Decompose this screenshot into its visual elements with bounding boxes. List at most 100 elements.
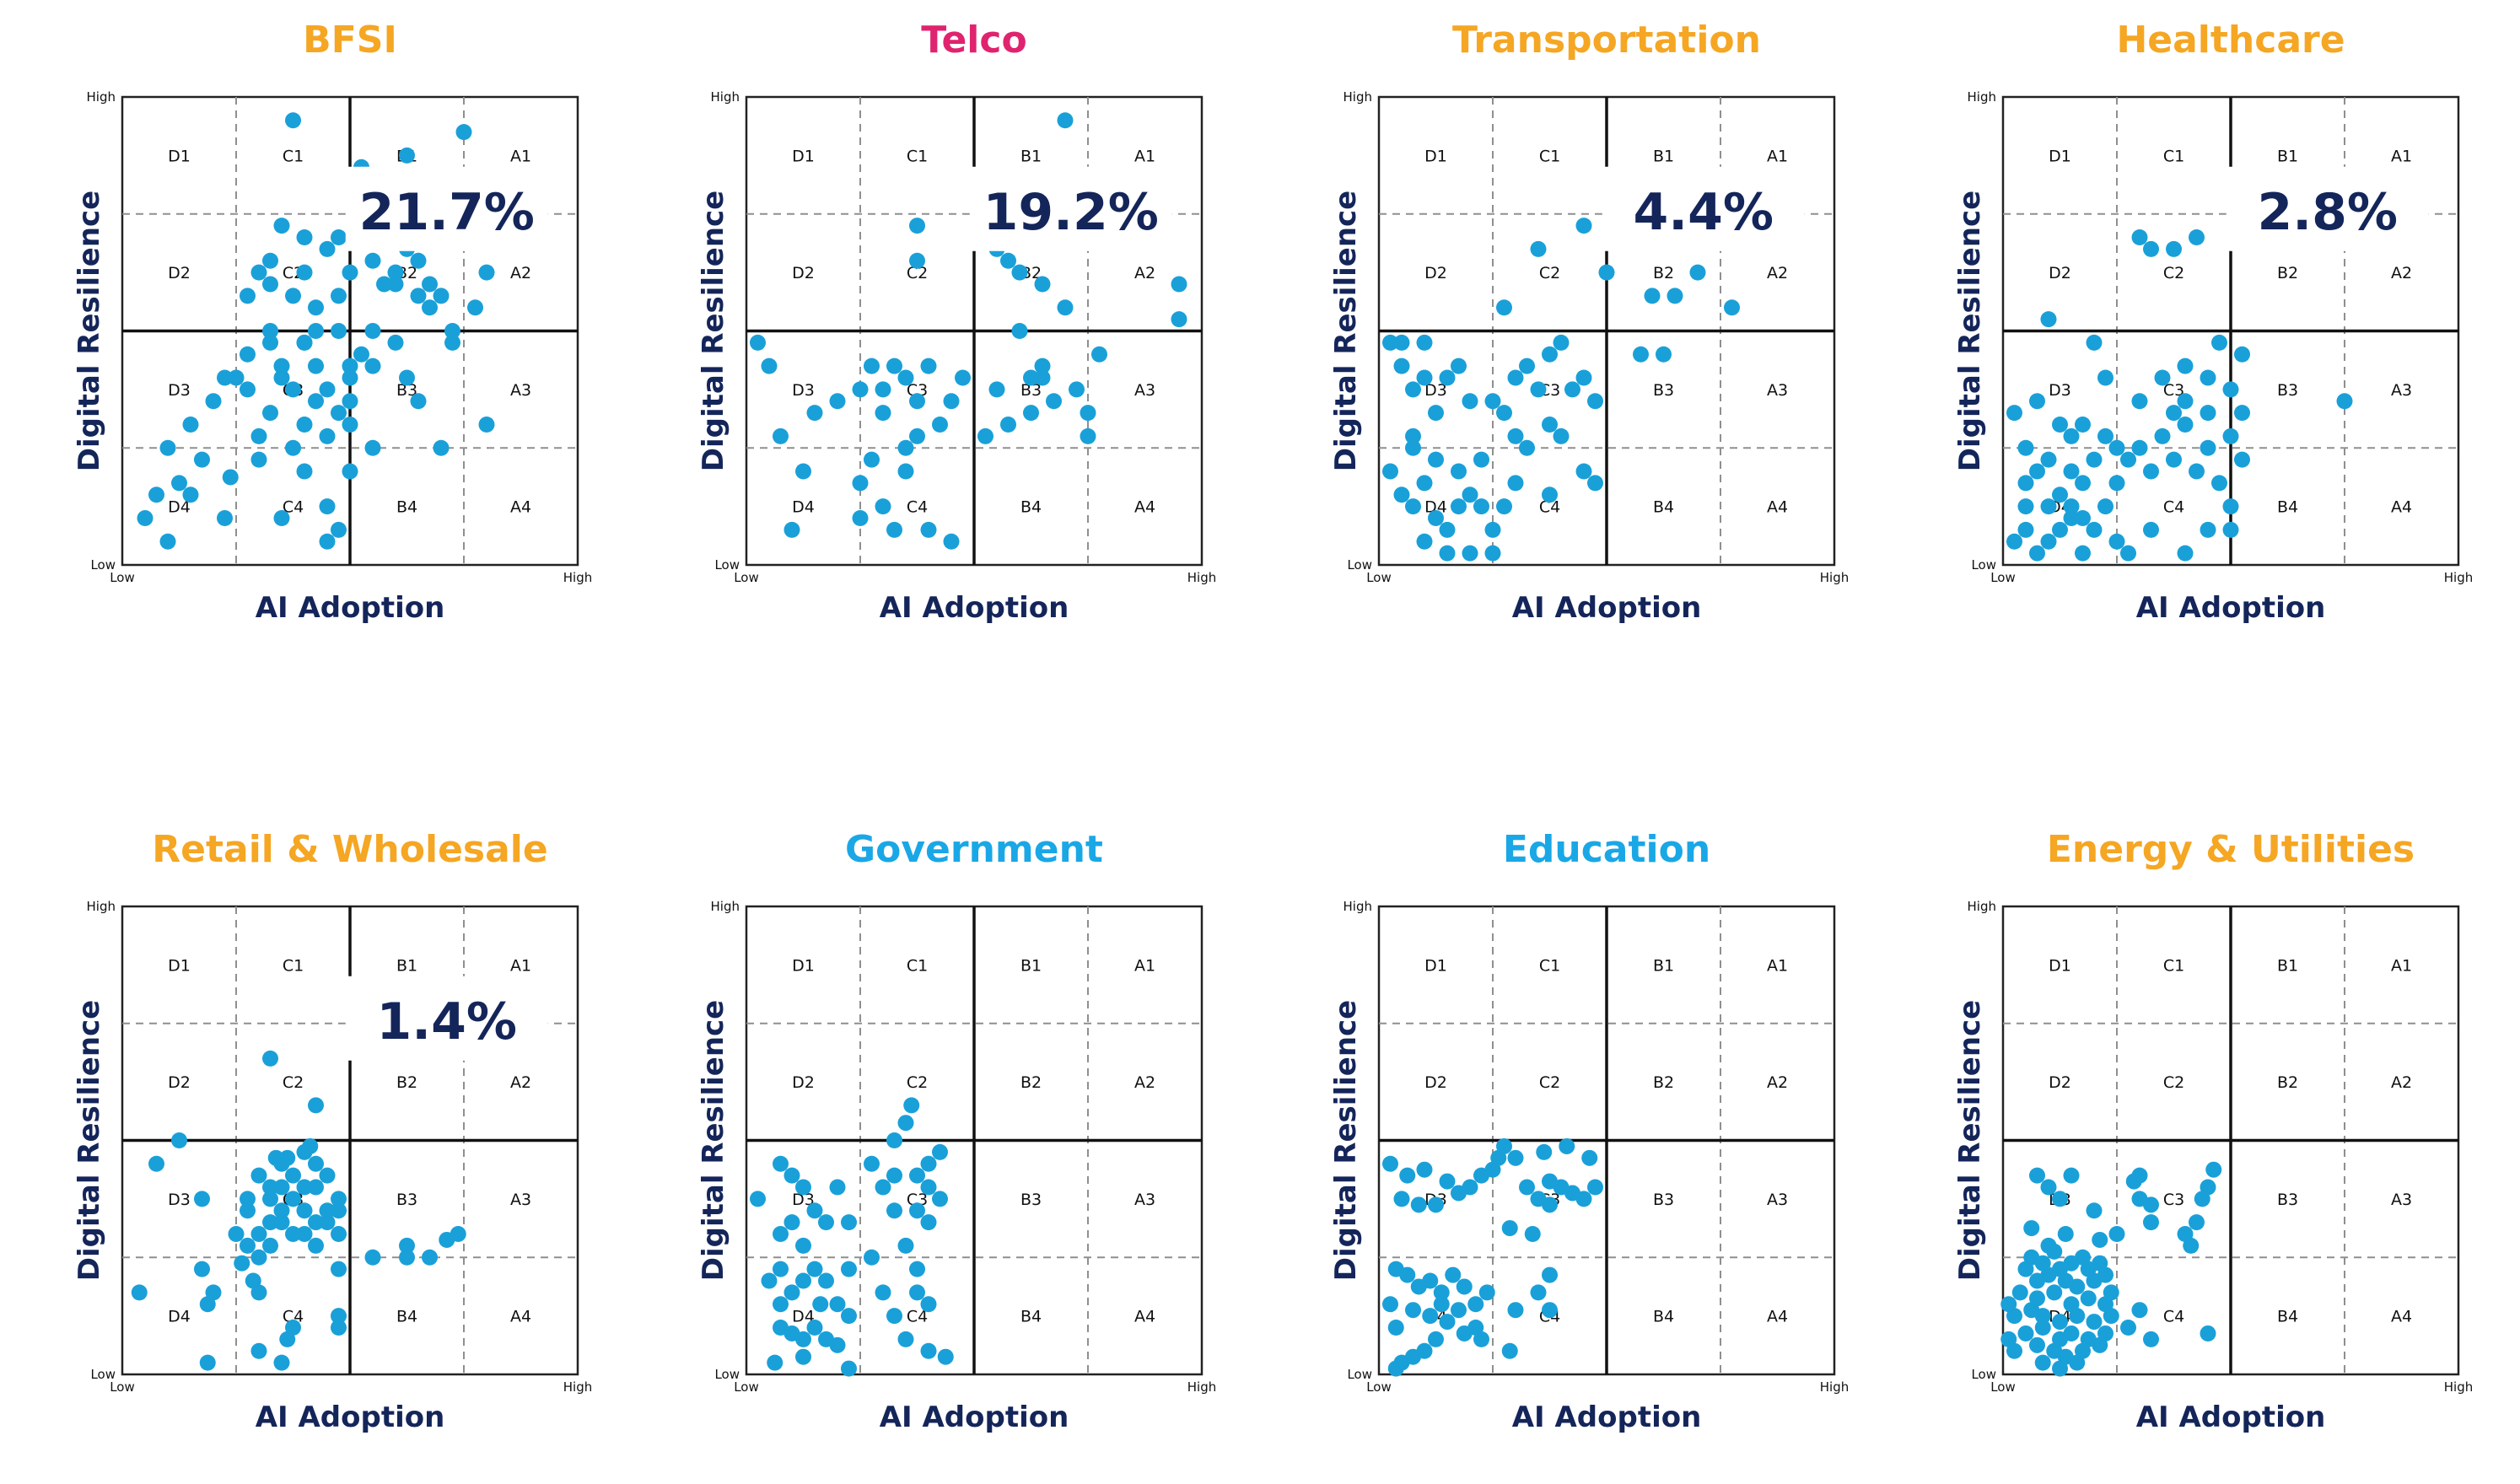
x-tick-high: High [563,1379,592,1395]
data-point [909,1167,925,1184]
cell-label: A4 [1134,498,1155,517]
data-point [2034,1320,2051,1336]
data-point [1451,463,1467,480]
cell-label: D2 [168,1073,191,1092]
data-point [455,124,472,141]
data-point [1428,1196,1444,1213]
data-point [262,1214,278,1231]
data-point [2080,1290,2097,1307]
cell-label: B3 [2277,381,2298,400]
data-point [1575,218,1592,234]
data-point [308,1155,324,1172]
data-point [1171,311,1187,328]
cell-label: C1 [907,147,928,165]
cell-label: A1 [510,956,531,975]
data-point [1046,393,1062,410]
cell-label: B2 [2277,264,2298,282]
data-point [410,288,427,304]
data-point [273,1214,290,1231]
x-tick-high: High [1187,570,1216,585]
data-point [2006,405,2022,422]
data-point [2222,521,2239,538]
data-point [2040,498,2057,515]
data-point [2103,1308,2119,1325]
cell-label: C2 [2163,1073,2184,1092]
data-point [2131,393,2148,410]
cell-label: D3 [168,381,191,400]
data-point [273,510,290,526]
cell-label: A3 [2391,381,2412,400]
data-point [955,369,971,386]
x-axis-label: AI Adoption [2136,591,2326,625]
data-point [2222,427,2239,444]
share-badge-background [345,976,548,1061]
cell-label: D2 [1424,264,1447,282]
data-point [1598,264,1615,281]
data-point [331,521,347,538]
data-point [234,1255,250,1272]
data-point [240,288,256,304]
data-point [2052,1314,2068,1331]
data-point [920,1155,937,1172]
data-point [1462,545,1478,562]
data-point [2029,393,2045,410]
data-point [1530,1284,1547,1301]
y-tick-low: Low [714,1367,740,1382]
data-point [2029,545,2045,562]
x-tick-high: High [2444,570,2473,585]
cell-label: A4 [510,1308,531,1326]
data-point [2092,1336,2108,1353]
cell-label: B4 [1653,498,1674,517]
data-point [2086,334,2103,351]
data-point [875,1179,891,1196]
y-tick-low: Low [90,557,116,573]
data-point [273,358,290,374]
data-point [308,1214,324,1231]
data-point [2075,510,2091,526]
data-point [1467,1296,1484,1313]
data-point [1496,498,1512,515]
data-point [331,323,347,339]
cell-label: A1 [1767,956,1788,975]
data-point [2063,510,2080,526]
cell-label: D4 [1424,498,1447,517]
data-point [342,264,358,281]
data-point [2194,1191,2210,1207]
data-point [250,1284,267,1301]
data-point [2052,1360,2068,1377]
x-tick-low: Low [110,1379,135,1395]
share-badge-background [969,166,1172,251]
data-point [1405,1302,1421,1319]
data-point [897,1115,914,1132]
data-point [228,369,245,386]
quadrant-chart-6: Government D1 C1 B1 A1 D2 C2 B2 A2 D3 C3 B3 A3 D4 C4 B4… [697,828,1216,1434]
data-point [2063,498,2080,515]
data-point [342,358,358,374]
data-point [909,252,925,269]
data-point [2103,1284,2119,1301]
data-point [886,1167,902,1184]
cell-label: B4 [2277,1308,2298,1326]
data-point [920,1342,937,1359]
data-point [1393,358,1410,374]
data-point [353,346,369,363]
data-point [806,1261,823,1277]
data-point [331,1308,347,1325]
data-point [2052,1191,2068,1207]
cell-label: B4 [2277,498,2298,517]
data-point [1439,1173,1456,1190]
data-point [1667,288,1683,304]
cell-label: C4 [907,1308,928,1326]
cell-label: D2 [2049,264,2071,282]
cell-label: C1 [283,956,304,975]
data-point [2177,358,2194,374]
cell-label: B2 [1020,1073,1042,1092]
cell-label: C4 [907,498,928,517]
data-point [903,1097,920,1114]
data-point [875,1284,891,1301]
data-point [240,346,256,363]
y-tick-low: Low [90,1367,116,1382]
x-tick-high: High [563,570,592,585]
